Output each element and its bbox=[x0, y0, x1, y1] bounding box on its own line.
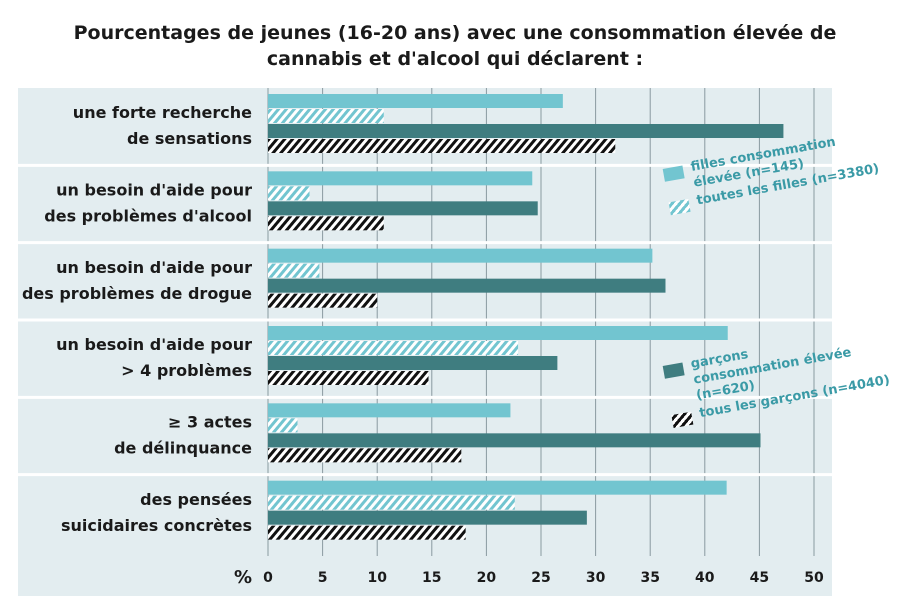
x-axis-label: % bbox=[234, 567, 252, 588]
chart-title: Pourcentages de jeunes (16-20 ans) avec … bbox=[73, 22, 837, 70]
bar bbox=[268, 263, 320, 278]
bar bbox=[268, 124, 784, 138]
bar bbox=[268, 448, 462, 463]
bar bbox=[268, 171, 533, 186]
bar bbox=[268, 433, 761, 448]
bar bbox=[268, 495, 515, 510]
x-tick-label: 10 bbox=[367, 570, 387, 586]
legend-swatch bbox=[671, 411, 694, 428]
axis-background bbox=[18, 552, 832, 596]
y-tick-label: des problèmes de drogue bbox=[22, 284, 252, 303]
x-tick-label: 0 bbox=[263, 570, 273, 586]
bar bbox=[268, 341, 519, 355]
bar bbox=[268, 186, 310, 201]
y-tick-label: suicidaires concrètes bbox=[61, 516, 252, 535]
bar bbox=[268, 326, 728, 340]
x-tick-label: 40 bbox=[695, 570, 715, 586]
bar bbox=[268, 139, 616, 153]
bar bbox=[268, 293, 378, 308]
x-tick-label: 50 bbox=[804, 570, 824, 586]
bar bbox=[268, 480, 727, 495]
y-tick-label: > 4 problèmes bbox=[121, 361, 252, 380]
x-tick-label: 5 bbox=[318, 570, 328, 586]
y-tick-label: ≥ 3 actes bbox=[168, 413, 252, 432]
y-tick-label: des problèmes d'alcool bbox=[44, 207, 252, 226]
bar bbox=[268, 201, 538, 216]
x-tick-label: 15 bbox=[422, 570, 441, 586]
bar bbox=[268, 278, 666, 293]
bar bbox=[268, 109, 384, 123]
y-tick-label: un besoin d'aide pour bbox=[56, 258, 252, 277]
x-tick-label: 25 bbox=[531, 570, 550, 586]
y-tick-label: un besoin d'aide pour bbox=[56, 181, 252, 200]
bar bbox=[268, 510, 587, 525]
bar bbox=[268, 216, 384, 231]
bar bbox=[268, 94, 563, 108]
x-tick-label: 45 bbox=[750, 570, 769, 586]
y-tick-label: de délinquance bbox=[114, 439, 252, 458]
y-tick-label: une forte recherche bbox=[73, 103, 252, 122]
legend-swatch bbox=[668, 198, 691, 216]
y-tick-label: de sensations bbox=[127, 129, 252, 148]
x-tick-label: 35 bbox=[640, 570, 659, 586]
bar bbox=[268, 371, 429, 385]
x-tick-label: 30 bbox=[586, 570, 606, 586]
bar bbox=[268, 248, 653, 263]
bar bbox=[268, 356, 558, 370]
bar bbox=[268, 525, 466, 540]
legend-swatch bbox=[662, 362, 685, 379]
x-tick-label: 20 bbox=[477, 570, 497, 586]
bar bbox=[268, 403, 511, 418]
bar bbox=[268, 418, 298, 433]
legend-swatch bbox=[662, 165, 685, 182]
y-tick-label: des pensées bbox=[140, 490, 252, 509]
y-tick-label: un besoin d'aide pour bbox=[56, 335, 252, 354]
